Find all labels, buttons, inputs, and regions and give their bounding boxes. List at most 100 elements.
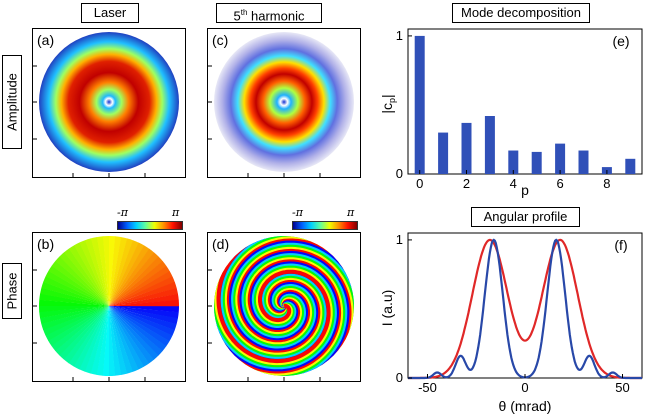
phase-wedge	[109, 306, 170, 347]
x-tick-label: -50	[418, 380, 437, 395]
chart-f-frame	[407, 232, 643, 379]
phase-wedge	[109, 299, 179, 307]
phase-wedge	[109, 287, 178, 306]
x-tick-label: 8	[603, 176, 610, 191]
panel-label-b: (b)	[37, 236, 55, 252]
spiral-arm	[216, 236, 331, 364]
phase-wedge	[109, 306, 173, 342]
phase-wedge	[109, 293, 179, 306]
phase-wedge	[109, 306, 133, 374]
phase-wedge	[109, 252, 159, 306]
phase-wedge	[109, 306, 128, 375]
panel-b-laser-phase: (b)	[32, 232, 186, 382]
x-tick-label: 50	[615, 380, 629, 395]
phase-wedge	[96, 236, 109, 306]
phase-wedge	[40, 306, 109, 325]
panel-d-harmonic-phase: (d)	[207, 232, 361, 382]
title-harmonic-num: 5	[233, 8, 241, 24]
phase-wedge	[63, 306, 109, 364]
phase-wedge	[48, 265, 109, 306]
title-mode-decomposition: Mode decomposition	[452, 3, 590, 23]
phase-wedge	[109, 256, 163, 306]
row-label-amplitude: Amplitude	[2, 55, 22, 149]
colorbar-b	[117, 221, 183, 230]
bar-p7	[578, 150, 589, 174]
chart-angular-profile: -50 0 50 0 1 (f) θ (mrad) I (a.u)	[379, 232, 643, 414]
phase-wedge	[79, 240, 109, 306]
panel-c-harmonic-amplitude: (c)	[207, 28, 361, 178]
x-tick-label: 0	[521, 380, 528, 395]
phase-wedge	[45, 306, 109, 341]
phase-wedge	[109, 237, 128, 306]
bar-p9	[625, 158, 636, 174]
phase-wedge	[109, 240, 139, 306]
colorbar-d	[292, 221, 358, 230]
panel-label-d: (d)	[212, 236, 230, 252]
phase-wedge	[109, 306, 163, 356]
y-tick-label: 1	[396, 28, 403, 43]
phase-wedge	[109, 306, 178, 325]
phase-wedge	[59, 252, 109, 306]
phase-wedge	[109, 306, 150, 367]
x-tick-label: 2	[463, 176, 470, 191]
phase-wedge	[109, 306, 122, 376]
y-tick-label: 0	[396, 370, 403, 385]
bar-p0	[414, 35, 425, 175]
chart-f-xlabel: θ (mrad)	[499, 398, 552, 414]
panel-label-c: (c)	[212, 32, 229, 48]
phase-wedge	[51, 260, 109, 306]
phase-wedge	[48, 306, 109, 347]
colorbar-b-min: -π	[117, 206, 128, 219]
title-harmonic-text: harmonic	[247, 8, 305, 24]
phase-wedge	[108, 306, 116, 376]
phase-wedge	[68, 306, 109, 367]
chart-f-panel-label: (f)	[614, 237, 627, 253]
phase-wedge	[90, 306, 109, 375]
chart-e-xlabel: p	[521, 182, 529, 198]
bar-p5	[531, 151, 542, 174]
phase-wedge	[109, 306, 159, 360]
harmonic-amplitude-map	[208, 32, 354, 177]
phase-wedge	[90, 237, 109, 306]
phase-wedge	[74, 242, 109, 306]
phase-wedge	[43, 306, 110, 336]
phase-wedge	[109, 276, 175, 306]
phase-wedge	[109, 306, 139, 372]
phase-wedge	[64, 248, 109, 306]
panel-label-a: (a)	[37, 32, 55, 48]
phase-wedge	[39, 306, 109, 319]
title-5th-harmonic: 5th harmonic	[216, 3, 322, 23]
y-tick-label: 1	[396, 232, 403, 247]
phase-wedge	[109, 265, 170, 306]
phase-wedge	[68, 245, 109, 306]
phase-wedge	[40, 287, 109, 306]
bar-p6	[555, 143, 566, 174]
phase-wedge	[109, 238, 134, 306]
curve-laser	[408, 238, 642, 380]
colorbar-d-max: π	[347, 206, 355, 219]
phase-wedge	[109, 245, 150, 306]
phase-wedge	[41, 306, 109, 330]
x-tick-label: 0	[416, 176, 423, 191]
phase-wedge	[59, 306, 109, 360]
x-tick-label: 6	[556, 176, 563, 191]
laser-phase-map	[33, 236, 179, 381]
phase-wedge	[109, 282, 177, 306]
phase-wedge	[51, 306, 109, 351]
phase-wedge	[85, 238, 109, 306]
title-angular-profile: Angular profile	[471, 207, 580, 227]
phase-wedge	[73, 306, 109, 370]
phase-wedge	[109, 306, 167, 352]
bar-p4	[508, 150, 519, 174]
phase-wedge	[79, 306, 109, 372]
bar-p3	[484, 116, 495, 174]
phase-wedge	[109, 261, 167, 306]
y-tick-label: 0	[396, 166, 403, 181]
x-tick-label: 4	[510, 176, 517, 191]
phase-wedge	[109, 271, 173, 306]
row-label-phase: Phase	[2, 263, 22, 319]
phase-wedge	[41, 281, 109, 306]
phase-wedge	[109, 306, 144, 370]
laser-amplitude-map	[33, 32, 179, 177]
phase-wedge	[109, 306, 154, 364]
